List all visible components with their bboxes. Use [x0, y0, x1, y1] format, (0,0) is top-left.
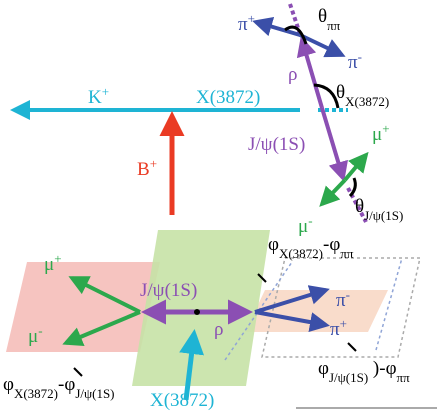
label: μ- [298, 213, 313, 238]
label: π- [336, 287, 350, 312]
rho-arrow [296, 36, 324, 109]
pi-minus-arrow [299, 33, 346, 58]
label: J/ψ(1S) [248, 134, 305, 155]
pi-minus-arrow [254, 285, 330, 314]
label: X(3872) [196, 87, 260, 108]
rho-direction [288, 3, 302, 35]
label: θJ/ψ(1S) [355, 196, 403, 223]
label: θX(3872) [336, 82, 389, 109]
pi-plus-arrow [252, 16, 301, 37]
label: φX(3872)-φJ/ψ(1S) [3, 374, 115, 401]
label: X(3872) [150, 390, 214, 411]
label: φX(3872)-φππ [268, 234, 354, 261]
x-arrow [179, 329, 205, 401]
theta-x-arc [313, 83, 340, 109]
axis-line [224, 261, 293, 361]
jpsi-arrow [320, 107, 348, 182]
label: μ+ [372, 121, 390, 146]
pi-plus-arrow [254, 310, 330, 332]
mu-minus-arrow [62, 310, 141, 347]
tick [73, 367, 83, 377]
label: π- [348, 49, 362, 74]
label: μ+ [44, 251, 62, 276]
label: ρ [214, 319, 223, 340]
label: μ- [28, 323, 43, 348]
label: θππ [318, 6, 341, 33]
label: ρ [288, 64, 297, 85]
origin [194, 309, 200, 315]
label: K+ [88, 84, 109, 109]
label: π+ [330, 316, 347, 341]
axis-line [375, 257, 403, 351]
theta-jpsi-arc [348, 177, 357, 198]
mu-plus-arrow [343, 151, 369, 182]
decay-plane [132, 230, 270, 386]
reference-plane [261, 257, 421, 358]
label: J/ψ(1S) [140, 280, 197, 301]
mu-plus-arrow [68, 276, 141, 314]
label: B+ [137, 156, 157, 181]
label: π+ [238, 11, 255, 36]
tick [257, 273, 267, 283]
tick [347, 342, 357, 352]
label: φJ/ψ(1S) )-φππ [318, 358, 410, 385]
muon-plane [6, 262, 160, 352]
mu-minus-arrow [319, 178, 347, 207]
pion-plane [245, 290, 388, 332]
theta-pipi-arc [284, 25, 308, 45]
